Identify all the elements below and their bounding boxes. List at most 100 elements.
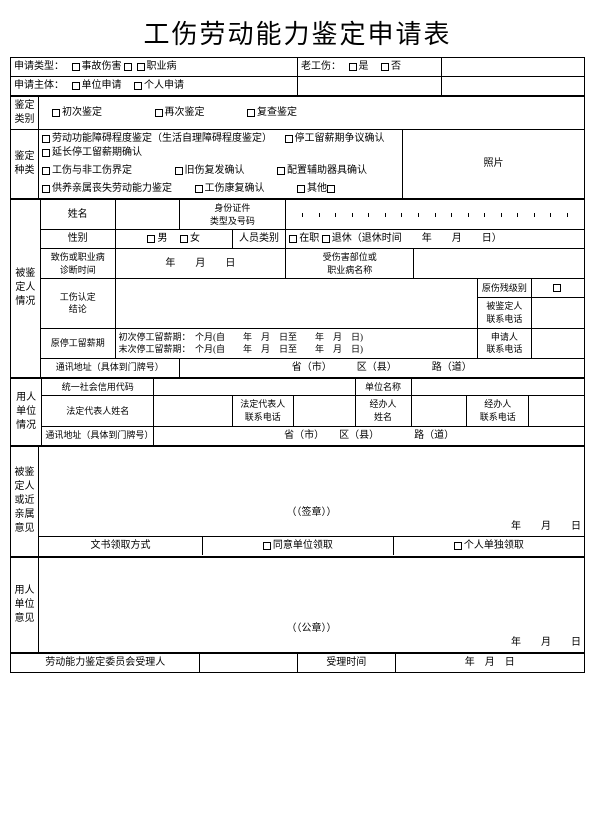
opt-unit-apply: 单位申请 xyxy=(82,80,122,91)
name-label: 姓名 xyxy=(40,200,115,230)
checkbox-yes[interactable] xyxy=(349,63,357,71)
ptype-label: 人员类别 xyxy=(232,230,285,249)
checkbox-deliver-unit[interactable] xyxy=(263,542,271,550)
opt-k9: 其他 xyxy=(307,183,327,194)
receiver-time-field[interactable]: 年 月 日 xyxy=(395,653,584,672)
payperiod-field[interactable]: 初次停工留薪期： 个月(自 年 月 日至 年 月 日) 末次停工留薪期： 个月(… xyxy=(115,328,478,358)
dept-field[interactable] xyxy=(414,249,585,279)
uscc-label: 统一社会信用代码 xyxy=(42,378,154,396)
orig-level-field[interactable] xyxy=(531,279,584,298)
opt-k5: 旧伤复发确认 xyxy=(185,165,245,176)
person-table: 被鉴 定人 情况 姓名 身份证件 类型及号码 性别 男 女 人员类别 在职 退休… xyxy=(10,199,585,378)
checkbox-male[interactable] xyxy=(147,235,155,243)
opinion2-table: 用人 单位 意见 （（公章）） 年 月 日 xyxy=(10,557,585,653)
uscc-field[interactable] xyxy=(154,378,355,396)
opt-k4: 工伤与非工伤界定 xyxy=(52,165,132,176)
opt-yes: 是 xyxy=(359,61,369,72)
checkbox-personal-apply[interactable] xyxy=(134,82,142,90)
diag-time-field[interactable]: 年 月 日 xyxy=(115,249,286,279)
diag-time-label: 致伤或职业病 诊断时间 xyxy=(40,249,115,279)
eaddr-field[interactable]: 省（市） 区（县） 路（道） xyxy=(154,426,585,445)
opt-k3: 延长停工留薪期确认 xyxy=(52,147,142,158)
opinion2-label: 用人 单位 意见 xyxy=(11,557,39,652)
checkbox-first[interactable] xyxy=(52,109,60,117)
opinion1-table: 被鉴 定人 或近 亲属 意见 （（签章）） 年 月 日 文书领取方式 同意单位领… xyxy=(10,446,585,557)
old-injury-label: 老工伤： xyxy=(301,61,336,72)
checkbox-onjob[interactable] xyxy=(289,235,297,243)
checkbox-disease[interactable] xyxy=(124,63,132,71)
addr-label: 通讯地址（具体到门牌号） xyxy=(40,358,179,377)
idnum-field[interactable] xyxy=(286,200,585,230)
checkbox-unit-apply[interactable] xyxy=(72,82,80,90)
conclusion-field[interactable] xyxy=(115,279,478,328)
opt-k7: 供养亲属丧失劳动能力鉴定 xyxy=(52,183,172,194)
checkbox-k4[interactable] xyxy=(42,167,50,175)
tel1-label: 被鉴定人 联系电话 xyxy=(478,298,531,328)
receiver-table: 劳动能力鉴定委员会受理人 受理时间 年 月 日 xyxy=(10,653,585,673)
opt-again: 再次鉴定 xyxy=(165,107,205,118)
opt-review: 复查鉴定 xyxy=(257,107,297,118)
checkbox-k6[interactable] xyxy=(277,167,285,175)
receiver-name-field[interactable] xyxy=(200,653,298,672)
jd-table: 鉴定 类别 初次鉴定 再次鉴定 复查鉴定 鉴定 种类 劳动功能障碍程度鉴定（生活… xyxy=(10,96,585,199)
eaddr-label: 通讯地址（具体到门牌号） xyxy=(42,426,154,445)
name-field[interactable] xyxy=(115,200,179,230)
opt-k1: 劳动功能障碍程度鉴定（生活自理障碍程度鉴定） xyxy=(52,133,272,144)
checkbox-retire[interactable] xyxy=(322,235,330,243)
opt-accident: 事故伤害 xyxy=(82,61,122,72)
photo-cell: 照片 xyxy=(403,130,585,199)
checkbox-k9[interactable] xyxy=(297,185,305,193)
opt-no: 否 xyxy=(391,61,401,72)
legaltel-field[interactable] xyxy=(294,396,356,426)
idtype-label: 身份证件 类型及号码 xyxy=(179,200,286,230)
receiver-label: 劳动能力鉴定委员会受理人 xyxy=(11,653,200,672)
checkbox-disease2[interactable] xyxy=(137,63,145,71)
checkbox-k8[interactable] xyxy=(195,185,203,193)
person-label: 被鉴 定人 情况 xyxy=(11,200,41,378)
agentname-label: 经办人 姓名 xyxy=(355,396,411,426)
agenttel-label: 经办人 联系电话 xyxy=(467,396,529,426)
checkbox-review[interactable] xyxy=(247,109,255,117)
jd-kind-label: 鉴定 种类 xyxy=(11,130,39,199)
checkbox-k7[interactable] xyxy=(42,185,50,193)
checkbox-k1[interactable] xyxy=(42,135,50,143)
checkbox-k2[interactable] xyxy=(285,135,293,143)
legalname-label: 法定代表人姓名 xyxy=(42,396,154,426)
opt-personal-apply: 个人申请 xyxy=(144,80,184,91)
unitname-label: 单位名称 xyxy=(355,378,411,396)
legaltel-label: 法定代表人 联系电话 xyxy=(232,396,294,426)
tel2-field[interactable] xyxy=(531,328,584,358)
opinion1-field[interactable]: （（签章）） 年 月 日 xyxy=(39,446,585,536)
tel2-label: 申请人 联系电话 xyxy=(478,328,531,358)
deliver-label: 文书领取方式 xyxy=(39,537,203,556)
addr-field[interactable]: 省（市） 区（县） 路（道） xyxy=(179,358,584,377)
checkbox-k5[interactable] xyxy=(175,167,183,175)
opt-k8: 工伤康复确认 xyxy=(205,183,265,194)
agenttel-field[interactable] xyxy=(528,396,584,426)
apply-body-label: 申请主体： xyxy=(14,80,59,91)
checkbox-deliver-personal[interactable] xyxy=(454,542,462,550)
agentname-field[interactable] xyxy=(411,396,467,426)
header-table: 申请类型： 事故伤害 职业病 老工伤： 是 否 申请主体： 单位申请 个人申请 xyxy=(10,57,585,96)
unitname-field[interactable] xyxy=(411,378,584,396)
opt-k6: 配置辅助器具确认 xyxy=(287,165,367,176)
checkbox-no[interactable] xyxy=(381,63,389,71)
checkbox-female[interactable] xyxy=(180,235,188,243)
checkbox-accident[interactable] xyxy=(72,63,80,71)
tel1-field[interactable] xyxy=(531,298,584,328)
opt-k2: 停工留薪期争议确认 xyxy=(295,133,385,144)
orig-level-label: 原伤残级别 xyxy=(478,279,531,298)
page-title: 工伤劳动能力鉴定申请表 xyxy=(10,14,585,51)
apply-type-label: 申请类型： xyxy=(14,61,59,72)
checkbox-k3[interactable] xyxy=(42,149,50,157)
legalname-field[interactable] xyxy=(154,396,232,426)
jd-category-label: 鉴定 类别 xyxy=(11,97,39,130)
receiver-time-label: 受理时间 xyxy=(297,653,395,672)
payperiod-label: 原停工留薪期 xyxy=(40,328,115,358)
opinion1-label: 被鉴 定人 或近 亲属 意见 xyxy=(11,446,39,556)
opinion2-field[interactable]: （（公章）） 年 月 日 xyxy=(39,557,585,652)
conclusion-label: 工伤认定 结论 xyxy=(40,279,115,328)
checkbox-again[interactable] xyxy=(155,109,163,117)
opt-disease: 职业病 xyxy=(147,61,177,72)
employer-label: 用人 单位 情况 xyxy=(11,378,42,445)
